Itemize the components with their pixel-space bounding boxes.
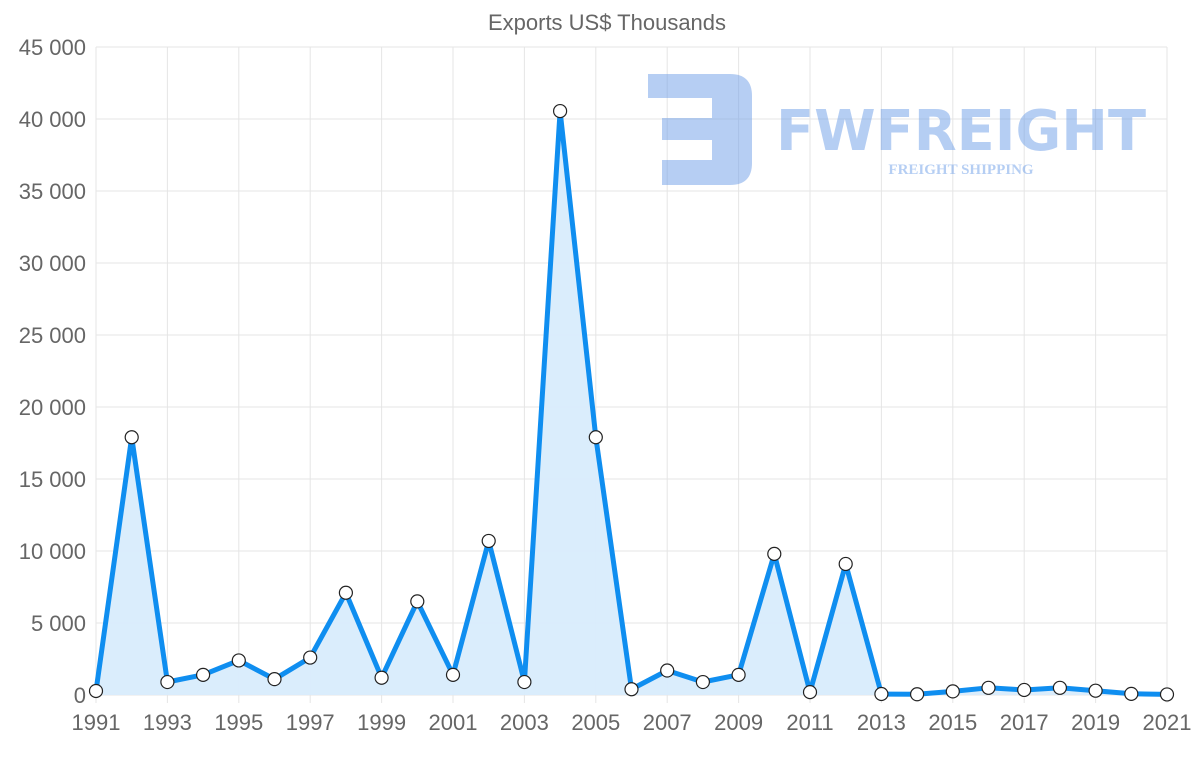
data-point-2004[interactable]: [552, 103, 568, 119]
x-tick-label: 2013: [857, 710, 906, 735]
y-tick-label: 0: [74, 683, 86, 708]
x-tick-label: 2021: [1143, 710, 1192, 735]
data-point-2010[interactable]: [767, 546, 782, 561]
y-tick-label: 15 000: [19, 467, 86, 492]
x-tick-label: 2001: [429, 710, 478, 735]
data-point-2006[interactable]: [624, 682, 639, 697]
x-tick-label: 2017: [1000, 710, 1049, 735]
x-tick-label: 2007: [643, 710, 692, 735]
y-tick-label: 20 000: [19, 395, 86, 420]
data-point-2021[interactable]: [1159, 687, 1175, 702]
data-point-1997[interactable]: [303, 650, 318, 665]
data-point-2014[interactable]: [909, 687, 925, 702]
grid: [95, 46, 1168, 703]
x-tick-label: 2009: [714, 710, 763, 735]
data-point-1991[interactable]: [88, 683, 104, 699]
x-tick-label: 1991: [72, 710, 121, 735]
data-point-2019[interactable]: [1088, 683, 1103, 698]
data-point-1996[interactable]: [267, 672, 282, 687]
x-tick-label: 2005: [571, 710, 620, 735]
data-point-1995[interactable]: [231, 653, 246, 668]
data-point-2008[interactable]: [695, 674, 711, 690]
data-point-2001[interactable]: [445, 667, 461, 682]
x-tick-label: 1999: [357, 710, 406, 735]
y-tick-label: 10 000: [19, 539, 86, 564]
chart-title: Exports US$ Thousands: [488, 10, 726, 35]
fwfreight-logo-watermark: FWFREIGHT FREIGHT SHIPPING: [648, 74, 1146, 185]
data-point-2009[interactable]: [731, 667, 746, 682]
data-point-2007[interactable]: [660, 663, 675, 678]
x-tick-label: 1995: [214, 710, 263, 735]
y-tick-label: 30 000: [19, 251, 86, 276]
data-point-2005[interactable]: [588, 430, 603, 445]
data-point-2015[interactable]: [945, 684, 960, 699]
y-tick-label: 40 000: [19, 107, 86, 132]
data-point-2020[interactable]: [1124, 686, 1139, 701]
series-line: [93, 108, 1168, 697]
data-point-1993[interactable]: [160, 674, 175, 690]
watermark-brand: FWFREIGHT: [776, 99, 1146, 164]
data-point-2003[interactable]: [517, 674, 532, 690]
data-point-1998[interactable]: [338, 585, 353, 600]
x-tick-label: 2019: [1071, 710, 1120, 735]
data-point-2018[interactable]: [1052, 680, 1068, 695]
data-point-1994[interactable]: [196, 667, 211, 682]
y-tick-label: 45 000: [19, 35, 86, 60]
data-point-2002[interactable]: [481, 533, 496, 549]
x-tick-label: 1993: [143, 710, 192, 735]
data-point-2013[interactable]: [874, 686, 889, 702]
data-point-2016[interactable]: [981, 680, 996, 695]
data-point-2011[interactable]: [802, 685, 818, 700]
data-point-1992[interactable]: [124, 430, 139, 445]
x-tick-label: 1997: [286, 710, 335, 735]
y-tick-label: 5 000: [31, 611, 86, 636]
y-tick-label: 25 000: [19, 323, 86, 348]
watermark-tagline: FREIGHT SHIPPING: [888, 162, 1033, 178]
x-tick-label: 2011: [786, 710, 833, 735]
data-point-2017[interactable]: [1017, 682, 1032, 698]
area-fill: [96, 111, 1167, 696]
data-point-2000[interactable]: [410, 594, 425, 609]
y-tick-label: 35 000: [19, 179, 86, 204]
data-point-1999[interactable]: [374, 670, 389, 685]
x-tick-label: 2015: [928, 710, 977, 735]
x-tick-label: 2003: [500, 710, 549, 735]
data-point-2012[interactable]: [838, 556, 853, 572]
